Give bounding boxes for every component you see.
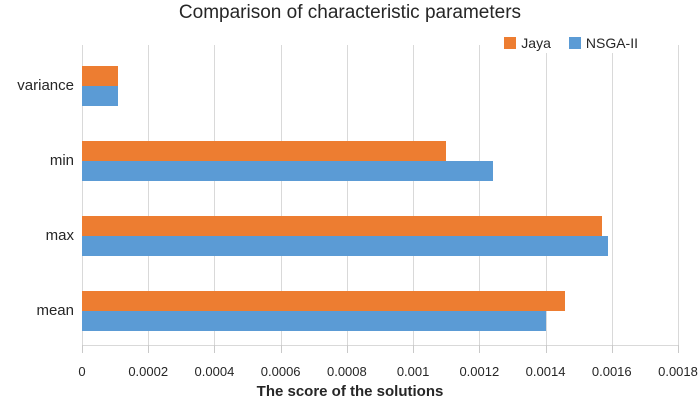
bar-jaya-max [82, 216, 602, 236]
bar-jaya-variance [82, 66, 119, 86]
bar-nsga-ii-max [82, 236, 609, 256]
axis-tick [413, 345, 415, 353]
gridline [413, 45, 415, 345]
gridline [479, 45, 481, 345]
x-tick-label: 0.0016 [591, 364, 632, 379]
category-axis: variance min max mean [0, 45, 74, 345]
gridline [346, 45, 348, 345]
legend-label-jaya: Jaya [521, 35, 551, 51]
axis-tick [214, 345, 216, 353]
gridline [611, 45, 613, 345]
category-label-mean: mean [36, 302, 74, 319]
x-tick-label: 0.0002 [128, 364, 169, 379]
gridline [82, 45, 83, 345]
bar-jaya-min [82, 141, 447, 161]
legend-swatch-jaya [504, 37, 517, 49]
axis-tick [280, 345, 282, 353]
axis-tick [148, 345, 150, 353]
x-axis-title: The score of the solutions [256, 383, 444, 400]
axis-tick [479, 345, 481, 353]
x-tick-label: 0.0004 [194, 364, 235, 379]
axis-tick [545, 345, 547, 353]
category-label-max: max [45, 227, 74, 244]
x-tick-label: 0.0006 [260, 364, 301, 379]
x-tick-label: 0.0012 [459, 364, 500, 379]
x-tick-label: 0.0008 [326, 364, 367, 379]
chart-title: Comparison of characteristic parameters [178, 2, 522, 23]
category-label-variance: variance [17, 77, 74, 94]
axis-tick [346, 345, 348, 353]
legend: Jaya NSGA-II [500, 33, 642, 53]
axis-tick [611, 345, 613, 353]
gridline [148, 45, 150, 345]
axis-tick [678, 345, 679, 353]
bar-nsga-ii-variance [82, 86, 119, 106]
x-tick-label: 0 [78, 364, 86, 379]
bar-jaya-mean [82, 291, 566, 311]
x-tick-label: 0.001 [396, 364, 430, 379]
x-tick-label: 0.0018 [658, 364, 698, 379]
gridline [678, 45, 679, 345]
legend-label-nsga2: NSGA-II [585, 35, 638, 51]
bar-nsga-ii-mean [82, 311, 546, 331]
legend-swatch-nsga2 [568, 37, 581, 49]
category-label-min: min [49, 152, 74, 169]
legend-item-nsga2: NSGA-II [568, 35, 638, 51]
gridline [280, 45, 282, 345]
plot-area [82, 45, 679, 353]
axis-tick [82, 345, 83, 353]
legend-item-jaya: Jaya [504, 35, 551, 51]
gridline [214, 45, 216, 345]
gridline [545, 45, 547, 345]
x-tick-label: 0.0014 [525, 364, 566, 379]
bar-nsga-ii-min [82, 161, 493, 181]
